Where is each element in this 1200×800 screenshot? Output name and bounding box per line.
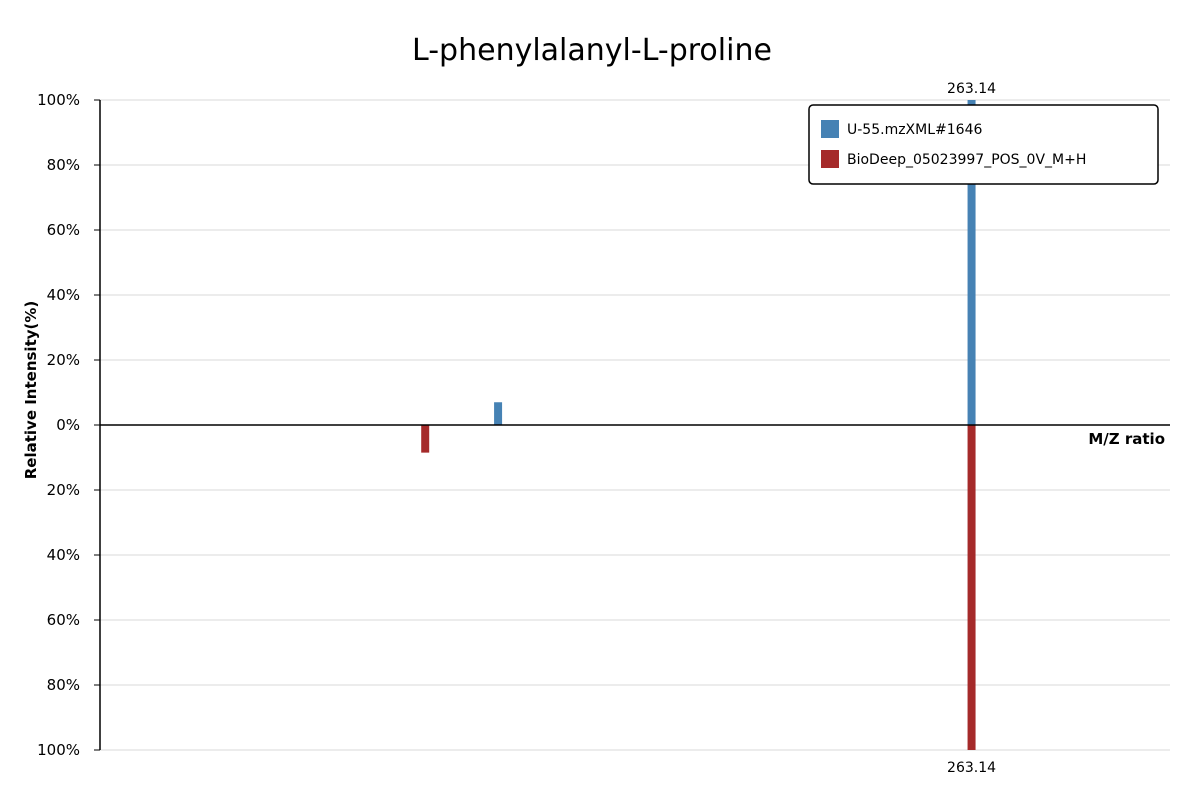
axes — [99, 100, 1170, 750]
y-tick-label: 40% — [47, 546, 80, 564]
reference-peak-bar — [421, 425, 430, 453]
y-axis-ticks: 100% 80% 60% 40% 20% 0% 20% 40% 60% 80% 100% — [37, 91, 100, 759]
reference-peak-label: 263.14 — [947, 760, 996, 776]
chart-title: L-phenylalanyl-L-proline — [412, 33, 772, 68]
y-tick-label: 20% — [47, 481, 80, 499]
y-axis-label: Relative Intensity(%) — [22, 301, 40, 480]
y-tick-label: 100% — [37, 741, 80, 759]
y-tick-label: 40% — [47, 286, 80, 304]
sample-peak-bar — [967, 100, 976, 425]
y-tick-label: 80% — [47, 676, 80, 694]
x-axis-label: M/Z ratio — [1088, 430, 1165, 448]
spectrum-peaks: 263.14 263.14 — [421, 81, 996, 776]
reference-peak-bar — [967, 425, 976, 750]
legend-swatch-reference — [821, 150, 839, 168]
legend-box — [808, 104, 1159, 185]
y-tick-label: 80% — [47, 156, 80, 174]
sample-peak-label: 263.14 — [947, 81, 996, 97]
sample-peak-bar — [494, 402, 503, 425]
legend-label-sample: U-55.mzXML#1646 — [847, 122, 982, 138]
y-tick-label: 60% — [47, 611, 80, 629]
y-tick-label: 20% — [47, 351, 80, 369]
legend-swatch-sample — [821, 120, 839, 138]
legend-label-reference: BioDeep_05023997_POS_0V_M+H — [847, 152, 1086, 168]
y-tick-label: 0% — [56, 416, 80, 434]
legend: U-55.mzXML#1646 BioDeep_05023997_POS_0V_… — [808, 104, 1159, 185]
y-tick-label: 60% — [47, 221, 80, 239]
y-tick-label: 100% — [37, 91, 80, 109]
